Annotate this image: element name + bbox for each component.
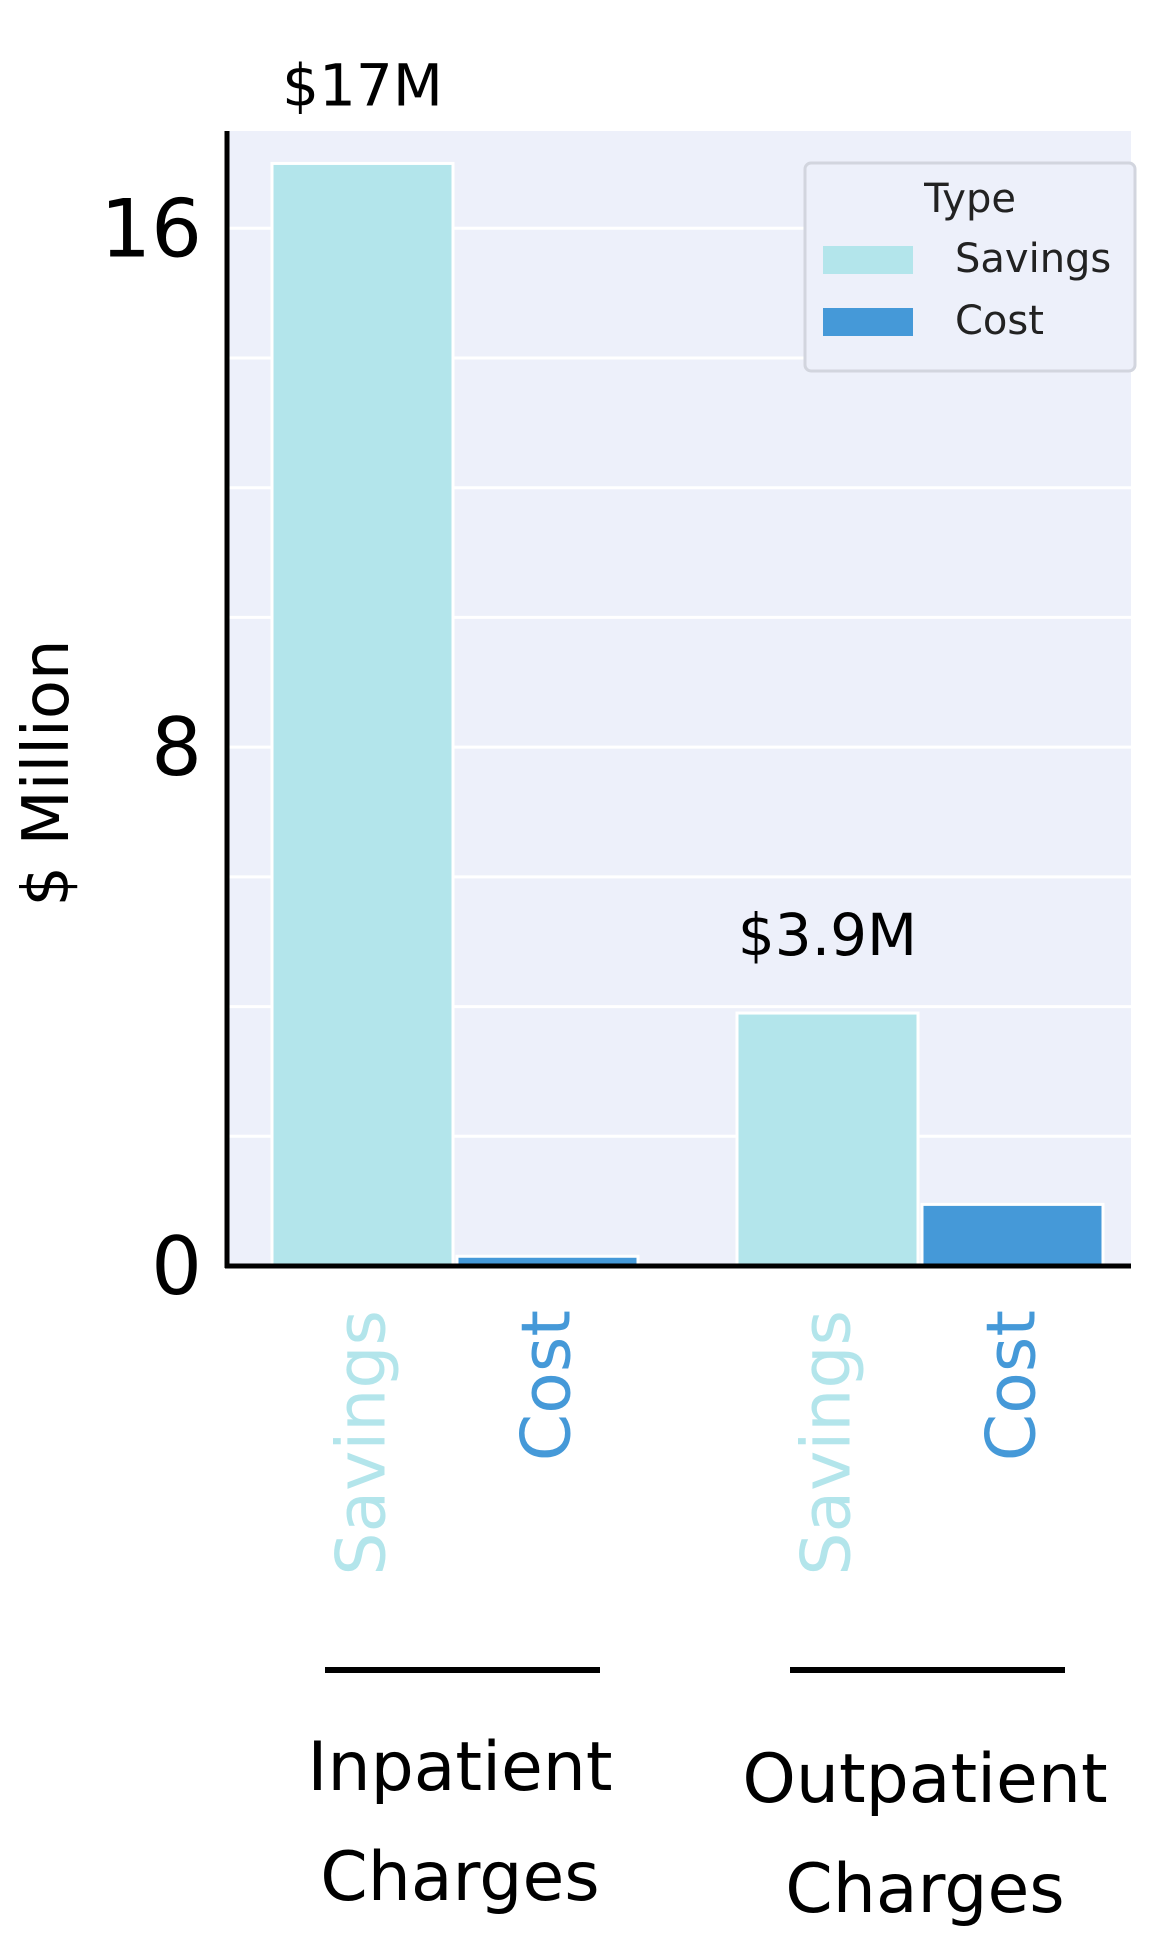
x-tick-labels: Savings Cost Savings Cost — [323, 1310, 1052, 1576]
group-label: Charges — [320, 1838, 599, 1917]
bar-savings — [270, 161, 455, 1268]
x-tick-label: Cost — [973, 1310, 1052, 1461]
y-axis-label: $ Million — [10, 639, 84, 906]
axes — [224, 131, 1131, 1269]
group-label: Outpatient — [742, 1740, 1107, 1819]
bar-savings — [735, 1011, 920, 1268]
group-label: Inpatient — [307, 1728, 612, 1807]
legend-swatch-savings — [823, 246, 913, 274]
group-labels: Inpatient Charges Outpatient Charges — [307, 1667, 1108, 1929]
legend: Type Savings Cost — [803, 161, 1137, 373]
x-tick-label: Cost — [508, 1310, 587, 1461]
bar-cost — [920, 1202, 1105, 1268]
y-tick-label: 16 — [100, 182, 202, 275]
x-tick-label: Savings — [323, 1310, 402, 1576]
legend-swatch-cost — [823, 308, 913, 336]
data-labels: $17M $3.9M — [282, 51, 917, 969]
y-tick-label: 8 — [151, 701, 202, 794]
legend-label: Savings — [955, 236, 1111, 282]
legend-label: Cost — [955, 298, 1044, 344]
y-tick-label: 0 — [151, 1220, 202, 1313]
data-label: $3.9M — [738, 901, 917, 969]
data-label: $17M — [282, 51, 443, 119]
x-tick-label: Savings — [788, 1310, 867, 1576]
legend-title: Type — [923, 176, 1016, 222]
group-label: Charges — [785, 1850, 1064, 1929]
bars — [270, 161, 1105, 1268]
y-tick-labels: 0 8 16 — [100, 182, 202, 1313]
